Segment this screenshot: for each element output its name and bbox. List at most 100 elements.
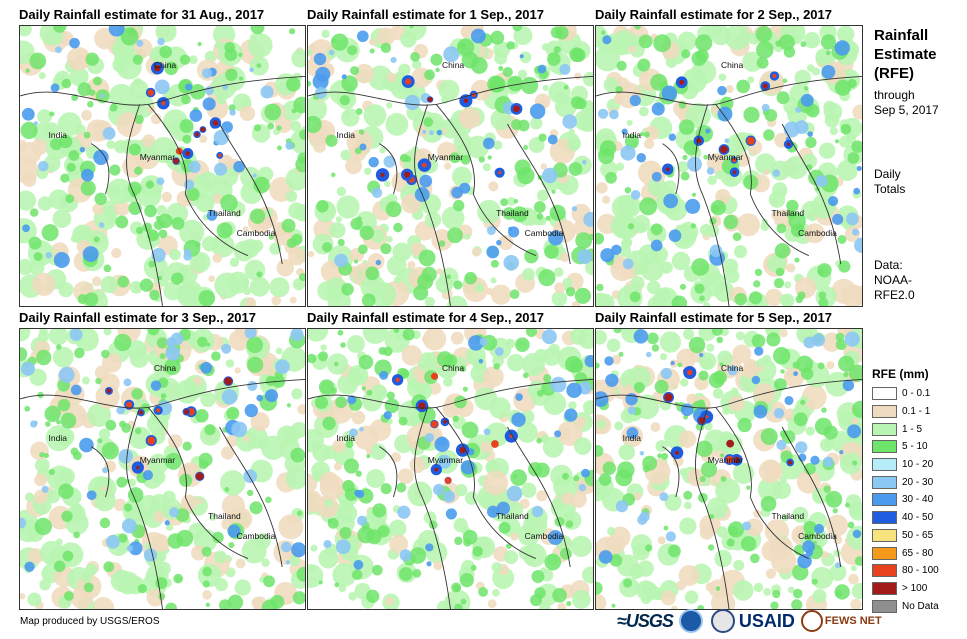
usgs-logo: ≈USGS bbox=[617, 610, 674, 631]
place-label-china: China bbox=[441, 59, 465, 70]
rainfall-map: China India Myanmar Thailand Cambodia bbox=[19, 25, 306, 307]
panel-title: Daily Rainfall estimate for 31 Aug., 201… bbox=[19, 7, 265, 22]
fews-net-logo: FEWS NET bbox=[824, 615, 882, 627]
legend-item: 20 - 30 bbox=[872, 473, 939, 491]
place-label-cambodia: Cambodia bbox=[524, 227, 564, 238]
legend-item: > 100 bbox=[872, 580, 939, 598]
legend-swatch bbox=[872, 387, 897, 401]
legend-label: 20 - 30 bbox=[902, 476, 934, 488]
legend-item: 0 - 0.1 bbox=[872, 385, 939, 403]
legend-swatch bbox=[872, 493, 897, 507]
side-title-line2: Estimate bbox=[874, 46, 937, 63]
legend-swatch bbox=[872, 511, 897, 525]
through-label: through bbox=[874, 88, 915, 102]
rainfall-map: China India Myanmar Thailand Cambodia bbox=[307, 328, 594, 610]
daily-label: Daily bbox=[874, 167, 901, 181]
legend-label: 1 - 5 bbox=[902, 423, 923, 435]
place-label-thailand: Thailand bbox=[496, 511, 529, 521]
rfe-legend: RFE (mm) 0 - 0.1 0.1 - 1 1 - 5 5 - 10 10 - 2… bbox=[872, 367, 939, 615]
legend-swatch bbox=[872, 546, 897, 560]
place-label-thailand: Thailand bbox=[771, 208, 805, 218]
legend-item: 50 - 65 bbox=[872, 527, 939, 545]
panel-title: Daily Rainfall estimate for 2 Sep., 2017 bbox=[595, 7, 832, 22]
legend-swatch bbox=[872, 528, 897, 542]
dhs-seal-icon bbox=[710, 609, 735, 633]
legend-item: 30 - 40 bbox=[872, 491, 939, 509]
data-label: Data: bbox=[874, 258, 903, 272]
place-label-india: India bbox=[336, 129, 355, 140]
place-label-thailand: Thailand bbox=[771, 511, 805, 521]
panel-title: Daily Rainfall estimate for 5 Sep., 2017 bbox=[595, 310, 832, 325]
rainfall-map: China India Myanmar Thailand Cambodia bbox=[595, 25, 863, 307]
legend-item: 40 - 50 bbox=[872, 509, 939, 527]
place-label-china: China bbox=[721, 59, 744, 70]
through-date: Sep 5, 2017 bbox=[874, 103, 939, 117]
usaid-logo: USAID bbox=[738, 610, 795, 631]
legend-swatch bbox=[872, 599, 897, 613]
legend-swatch bbox=[872, 458, 897, 472]
legend-title: RFE (mm) bbox=[872, 367, 929, 381]
place-label-myanmar: Myanmar bbox=[427, 152, 464, 162]
legend-swatch bbox=[872, 422, 897, 436]
place-label-india: India bbox=[48, 129, 67, 140]
side-title-line3: (RFE) bbox=[874, 65, 914, 82]
rainfall-map: China India Myanmar Thailand Cambodia bbox=[19, 328, 306, 610]
place-label-cambodia: Cambodia bbox=[524, 530, 564, 541]
place-label-myanmar: Myanmar bbox=[707, 455, 744, 465]
place-label-cambodia: Cambodia bbox=[236, 227, 276, 238]
legend-swatch bbox=[872, 564, 897, 578]
place-label-china: China bbox=[153, 362, 177, 373]
legend-item: 1 - 5 bbox=[872, 420, 939, 438]
source-line1: NOAA- bbox=[874, 273, 913, 287]
legend-label: No Data bbox=[902, 600, 939, 612]
legend-label: 65 - 80 bbox=[902, 547, 934, 559]
through-text: through Sep 5, 2017 bbox=[874, 88, 939, 118]
place-label-cambodia: Cambodia bbox=[236, 530, 276, 541]
legend-label: 50 - 65 bbox=[902, 529, 934, 541]
place-label-thailand: Thailand bbox=[208, 208, 241, 218]
place-label-myanmar: Myanmar bbox=[707, 152, 744, 162]
panel-title: Daily Rainfall estimate for 3 Sep., 2017 bbox=[19, 310, 256, 325]
source-line2: RFE2.0 bbox=[874, 288, 915, 302]
legend-swatch bbox=[872, 475, 897, 489]
place-label-cambodia: Cambodia bbox=[798, 227, 837, 238]
noaa-logo-icon bbox=[678, 609, 703, 633]
legend-item: 80 - 100 bbox=[872, 562, 939, 580]
rainfall-layer bbox=[596, 329, 862, 609]
legend-swatch bbox=[872, 440, 897, 454]
daily-totals-text: Daily Totals bbox=[874, 167, 905, 197]
panel-title: Daily Rainfall estimate for 4 Sep., 2017 bbox=[307, 310, 544, 325]
legend-item: No Data bbox=[872, 597, 939, 615]
rainfall-layer bbox=[308, 329, 593, 609]
legend-label: 0 - 0.1 bbox=[902, 388, 931, 400]
place-label-cambodia: Cambodia bbox=[798, 530, 837, 541]
legend-label: 0.1 - 1 bbox=[902, 406, 931, 418]
legend-label: 5 - 10 bbox=[902, 441, 928, 453]
legend-label: 30 - 40 bbox=[902, 494, 934, 506]
legend-item: 0.1 - 1 bbox=[872, 403, 939, 421]
legend-label: 80 - 100 bbox=[902, 565, 939, 577]
side-title: Rainfall Estimate (RFE) bbox=[874, 26, 937, 83]
place-label-myanmar: Myanmar bbox=[427, 455, 464, 465]
legend-item: 65 - 80 bbox=[872, 544, 939, 562]
legend-label: 10 - 20 bbox=[902, 459, 934, 471]
place-label-thailand: Thailand bbox=[496, 208, 529, 218]
legend-swatch bbox=[872, 581, 897, 595]
place-label-india: India bbox=[622, 129, 642, 140]
totals-label: Totals bbox=[874, 182, 906, 196]
place-label-china: China bbox=[721, 362, 744, 373]
place-label-myanmar: Myanmar bbox=[139, 455, 176, 465]
credit-text: Map produced by USGS/EROS bbox=[20, 616, 160, 627]
place-label-india: India bbox=[48, 432, 67, 443]
rainfall-layer bbox=[20, 329, 305, 609]
rainfall-map: China India Myanmar Thailand Cambodia bbox=[595, 328, 863, 610]
data-source-text: Data: NOAA- RFE2.0 bbox=[874, 258, 915, 303]
side-title-line1: Rainfall bbox=[874, 27, 929, 44]
panel-title: Daily Rainfall estimate for 1 Sep., 2017 bbox=[307, 7, 544, 22]
legend-label: 40 - 50 bbox=[902, 512, 934, 524]
legend-item: 5 - 10 bbox=[872, 438, 939, 456]
place-label-india: India bbox=[336, 432, 355, 443]
rainfall-map: China India Myanmar Thailand Cambodia bbox=[307, 25, 594, 307]
place-label-china: China bbox=[441, 362, 465, 373]
rainfall-layer bbox=[308, 26, 593, 306]
